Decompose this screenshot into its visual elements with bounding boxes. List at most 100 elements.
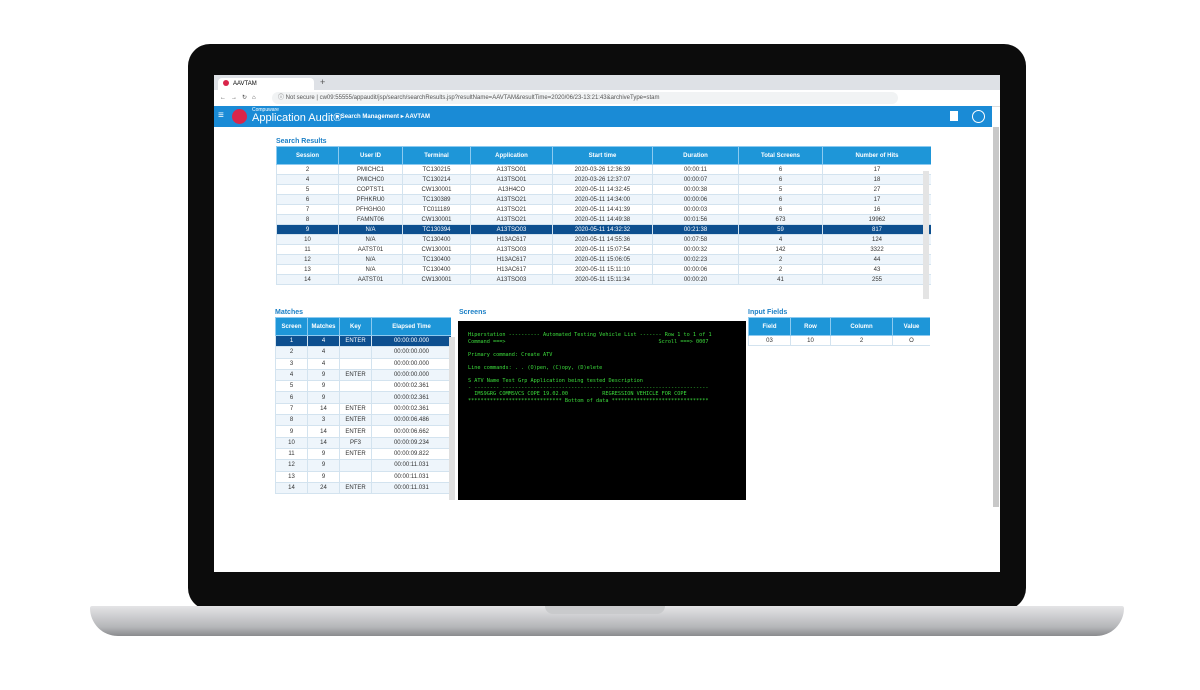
- column-header[interactable]: Start time: [552, 146, 653, 165]
- row[interactable]: 12 N/A TC130400 H13AC617 2020-05-11 15:06:05…: [276, 254, 931, 265]
- terminal-line: Line commands: . . (O)pen, (C)opy, (D)el…: [468, 364, 603, 371]
- cell: 00:00:11.031: [371, 470, 451, 483]
- cell: 00:00:06.486: [371, 414, 451, 427]
- row[interactable]: 7 14 ENTER 00:00:02.361: [275, 402, 451, 416]
- cell: [339, 380, 372, 393]
- column-header[interactable]: Total Screens: [738, 146, 823, 165]
- cell: 2: [830, 335, 893, 346]
- column-header[interactable]: Elapsed Time: [371, 317, 451, 336]
- cell: A13TSO01: [470, 164, 553, 175]
- column-header[interactable]: Matches: [307, 317, 340, 336]
- cell: 4: [738, 234, 823, 245]
- row[interactable]: 1 4 ENTER 00:00:00.000: [275, 334, 451, 348]
- cell: 41: [738, 274, 823, 285]
- row[interactable]: 9 N/A TC130394 A13TSO03 2020-05-11 14:32:32 0…: [276, 224, 931, 235]
- address-bar[interactable]: ⓘ Not secure | cw09:55555/appaudit/jsp/s…: [272, 92, 898, 104]
- column-header[interactable]: Screen: [275, 317, 308, 336]
- row[interactable]: 6 9 00:00:02.361: [275, 391, 451, 404]
- panel-title: Input Fields: [748, 309, 788, 316]
- screen: AAVTAM + ←→↻⌂ ⓘ Not secure | cw09:55555/…: [214, 75, 1000, 572]
- row[interactable]: 03 10 2 O: [748, 335, 930, 346]
- cell: 00:02:23: [652, 254, 739, 265]
- row[interactable]: 14 24 ENTER 00:00:11.031: [275, 481, 451, 495]
- url: cw09:55555/appaudit/jsp/search/searchRes…: [319, 95, 660, 101]
- cell: 2020-05-11 14:49:38: [552, 214, 653, 225]
- row[interactable]: 6 PFHKRU0 TC130389 A13TSO21 2020-05-11 14:34…: [276, 194, 931, 205]
- breadcrumb-item[interactable]: Search Management: [340, 114, 400, 120]
- column-header[interactable]: Value: [892, 317, 930, 336]
- cell: 14: [307, 425, 340, 438]
- cell: 18: [822, 174, 931, 185]
- column-header[interactable]: Row: [790, 317, 831, 336]
- column-header[interactable]: Column: [830, 317, 893, 336]
- cell: ENTER: [339, 402, 372, 416]
- column-header[interactable]: User ID: [338, 146, 403, 165]
- row[interactable]: 11 9 ENTER 00:00:09.822: [275, 447, 451, 461]
- cell: 00:00:00.000: [371, 346, 451, 359]
- column-header[interactable]: Session: [276, 146, 339, 165]
- cell: 3: [307, 414, 340, 427]
- cell: 2: [738, 264, 823, 275]
- scrollbar[interactable]: [923, 171, 929, 299]
- row[interactable]: 13 9 00:00:11.031: [275, 470, 451, 483]
- row[interactable]: 8 3 ENTER 00:00:06.486: [275, 414, 451, 427]
- row[interactable]: 2 4 00:00:00.000: [275, 346, 451, 359]
- cell: ENTER: [339, 447, 372, 461]
- panel-title: Search Results: [276, 138, 327, 145]
- row[interactable]: 5 COPTST1 CW130001 A13H4CO 2020-05-11 14:32:…: [276, 184, 931, 195]
- row[interactable]: 4 9 ENTER 00:00:00.000: [275, 368, 451, 382]
- menu-icon[interactable]: ≡: [218, 110, 224, 121]
- row[interactable]: 10 14 PF3 00:00:09.234: [275, 436, 451, 449]
- column-header[interactable]: Duration: [652, 146, 739, 165]
- row[interactable]: 4 PMICHC0 TC130214 A13TSO01 2020-03-26 12:37…: [276, 174, 931, 185]
- new-tab[interactable]: +: [320, 77, 326, 87]
- cell: 00:00:06: [652, 264, 739, 275]
- cell: 9: [307, 391, 340, 404]
- row[interactable]: 13 N/A TC130400 H13AC617 2020-05-11 15:11:10…: [276, 264, 931, 275]
- cell: N/A: [338, 224, 403, 235]
- column-header[interactable]: Application: [470, 146, 553, 165]
- cell: 4: [276, 174, 339, 185]
- row[interactable]: 10 N/A TC130400 H13AC617 2020-05-11 14:55:36…: [276, 234, 931, 245]
- cell: 2020-03-26 12:36:39: [552, 164, 653, 175]
- cell: 2020-05-11 15:11:10: [552, 264, 653, 275]
- cell: 44: [822, 254, 931, 265]
- row[interactable]: 11 AATST01 CW130001 A13TSO03 2020-05-11 15:0…: [276, 244, 931, 255]
- scrollbar[interactable]: [449, 337, 455, 500]
- cell: A13TSO03: [470, 274, 553, 285]
- column-header[interactable]: Field: [748, 317, 791, 336]
- cell: 5: [276, 184, 339, 195]
- column-header[interactable]: Terminal: [402, 146, 471, 165]
- row[interactable]: 14 AATST01 CW130001 A13TSO03 2020-05-11 15:1…: [276, 274, 931, 285]
- toolbar: ←→↻⌂ ⓘ Not secure | cw09:55555/appaudit/…: [214, 90, 1000, 107]
- row[interactable]: 5 9 00:00:02.361: [275, 380, 451, 393]
- export-icon[interactable]: [950, 111, 958, 121]
- user-icon[interactable]: [972, 110, 985, 123]
- tab[interactable]: AAVTAM: [218, 78, 314, 90]
- cell: CW130001: [402, 244, 471, 255]
- row[interactable]: 8 FAMNT06 CW130001 A13TSO21 2020-05-11 14:49…: [276, 214, 931, 225]
- column-header[interactable]: Number of Hits: [822, 146, 931, 165]
- cell: N/A: [338, 234, 403, 245]
- cell: A13TSO03: [470, 244, 553, 255]
- cell: 03: [748, 335, 791, 346]
- breadcrumb-item[interactable]: AAVTAM: [405, 114, 430, 120]
- cell: [339, 357, 372, 370]
- cell: [339, 470, 372, 483]
- cell: 4: [307, 334, 340, 348]
- row[interactable]: 9 14 ENTER 00:00:06.662: [275, 425, 451, 438]
- row[interactable]: 7 PFHGHG0 TC011189 A13TSO21 2020-05-11 14:41…: [276, 204, 931, 215]
- cell: A13TSO21: [470, 194, 553, 205]
- row[interactable]: 12 9 00:00:11.031: [275, 459, 451, 472]
- row[interactable]: 2 PMICHC1 TC130215 A13TSO01 2020-03-26 12:36…: [276, 164, 931, 175]
- cell: 6: [738, 164, 823, 175]
- terminal-line: S ATV Name Test Grp Application being te…: [468, 378, 643, 385]
- column-header[interactable]: Key: [339, 317, 372, 336]
- page-scrollbar[interactable]: [993, 127, 999, 507]
- laptop-notch: [545, 606, 665, 614]
- cell: [339, 459, 372, 472]
- cell: 17: [822, 194, 931, 205]
- row[interactable]: 3 4 00:00:00.000: [275, 357, 451, 370]
- cell: TC130400: [402, 234, 471, 245]
